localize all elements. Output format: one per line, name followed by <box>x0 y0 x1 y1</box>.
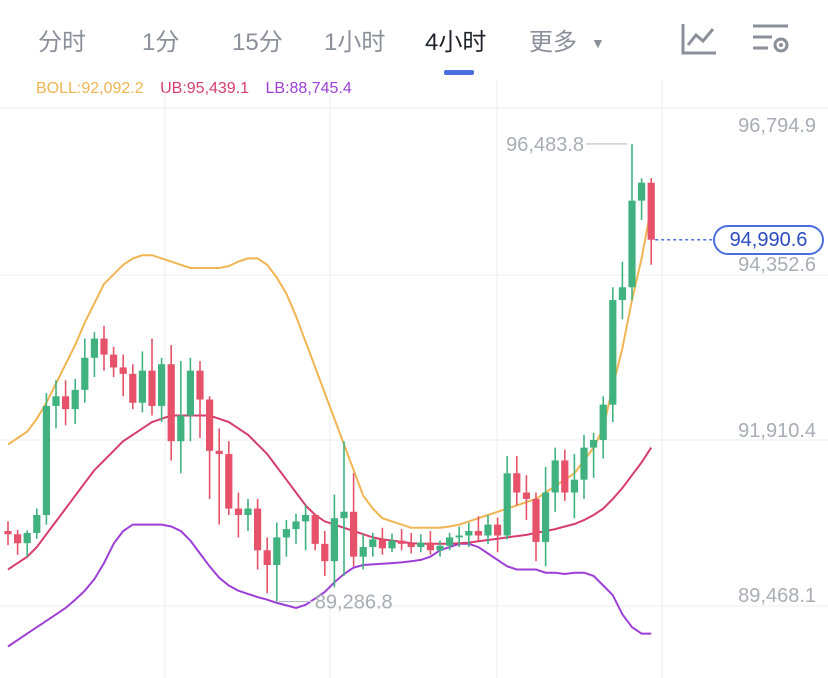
candle-body <box>177 415 185 442</box>
candle-body <box>263 550 271 566</box>
candle-body <box>148 370 156 406</box>
candle-body <box>398 540 406 544</box>
candle-body <box>551 460 559 493</box>
candle-body <box>186 370 194 416</box>
indicator-settings-icon[interactable] <box>750 18 792 60</box>
candle-body <box>474 531 482 536</box>
high-price-label: 96,483.8 <box>506 134 584 156</box>
lb-line <box>7 523 652 648</box>
candle-body <box>436 545 444 551</box>
candle-body <box>62 396 70 410</box>
candle-body <box>340 511 348 519</box>
candle-body <box>302 514 310 522</box>
candle-body <box>618 287 626 301</box>
candle-body <box>426 542 434 551</box>
low-price-label: 89,286.8 <box>315 592 393 614</box>
candle-body <box>225 454 233 509</box>
candle-body <box>503 473 511 536</box>
candle-body <box>244 508 252 515</box>
active-tab-indicator <box>444 70 474 75</box>
candle-body <box>311 514 319 544</box>
candle-body <box>254 508 262 551</box>
tab-1min[interactable]: 1分 <box>142 29 180 56</box>
candle-body <box>4 531 12 535</box>
candle-body <box>628 200 636 288</box>
candle-body <box>110 354 118 368</box>
candle-body <box>561 460 569 493</box>
candle-body <box>407 543 415 548</box>
candle-body <box>369 539 377 548</box>
candle-body <box>330 518 338 562</box>
candle-body <box>388 540 396 549</box>
candle-body <box>350 511 358 557</box>
candle-body <box>234 508 242 515</box>
candle-body <box>465 531 473 536</box>
tab-more-label: 更多 <box>529 29 577 56</box>
ub-value: UB:95,439.1 <box>160 80 250 97</box>
candle-body <box>52 396 60 406</box>
candle-body <box>71 389 79 410</box>
candle-body <box>215 450 223 455</box>
candle-body <box>282 529 290 538</box>
candle-body <box>580 447 588 480</box>
candle-body <box>23 532 31 544</box>
candle-body <box>378 539 386 549</box>
candle-body <box>599 404 607 440</box>
caret-down-icon: ▼ <box>591 35 605 51</box>
candle-body <box>494 524 502 536</box>
candle-body <box>33 514 41 533</box>
candle-body <box>522 492 530 499</box>
y-tick-label: 89,468.1 <box>738 585 816 607</box>
candle-body <box>532 498 540 542</box>
candle-body <box>81 357 89 390</box>
candle-body <box>484 524 492 536</box>
candle-body <box>321 543 329 562</box>
candle-body <box>570 479 578 493</box>
candle-body <box>273 537 281 566</box>
tab-more[interactable]: 更多 ▼ <box>529 22 605 57</box>
candle-body <box>417 542 425 548</box>
tab-timeline[interactable]: 分时 <box>38 29 86 56</box>
candle-body <box>14 534 22 544</box>
candle-body <box>359 547 367 557</box>
y-tick-label: 91,910.4 <box>738 420 816 442</box>
candle-body <box>513 473 521 493</box>
boll-value: BOLL:92,092.2 <box>36 80 144 97</box>
y-tick-label: 96,794.9 <box>738 115 816 137</box>
candle-body <box>638 182 646 201</box>
candle-body <box>206 399 214 451</box>
candle-body <box>138 370 146 403</box>
candle-body <box>292 521 300 530</box>
candle-body <box>196 370 204 400</box>
y-tick-label: 94,352.6 <box>738 254 816 276</box>
candle-body <box>129 373 137 403</box>
candle-body <box>590 439 598 448</box>
candle-body <box>158 364 166 406</box>
candle-body <box>167 364 175 442</box>
line-chart-icon[interactable] <box>678 18 720 60</box>
candle-body <box>42 405 50 515</box>
tab-4hour[interactable]: 4小时 <box>425 29 487 56</box>
candle-body <box>90 338 98 358</box>
tab-15min[interactable]: 15分 <box>232 29 283 56</box>
candle-body <box>647 182 655 240</box>
candle-body <box>119 367 127 374</box>
tab-1hour[interactable]: 1小时 <box>324 29 386 56</box>
timeframe-tabs: 分时 1分 15分 1小时 4小时 更多 ▼ <box>0 0 828 80</box>
candle-body <box>100 338 108 355</box>
candle-body <box>446 537 454 546</box>
candle-body <box>542 492 550 542</box>
candle-body <box>609 300 617 405</box>
candle-body <box>455 535 463 538</box>
last-price-badge[interactable]: 94,990.6 <box>713 225 824 255</box>
